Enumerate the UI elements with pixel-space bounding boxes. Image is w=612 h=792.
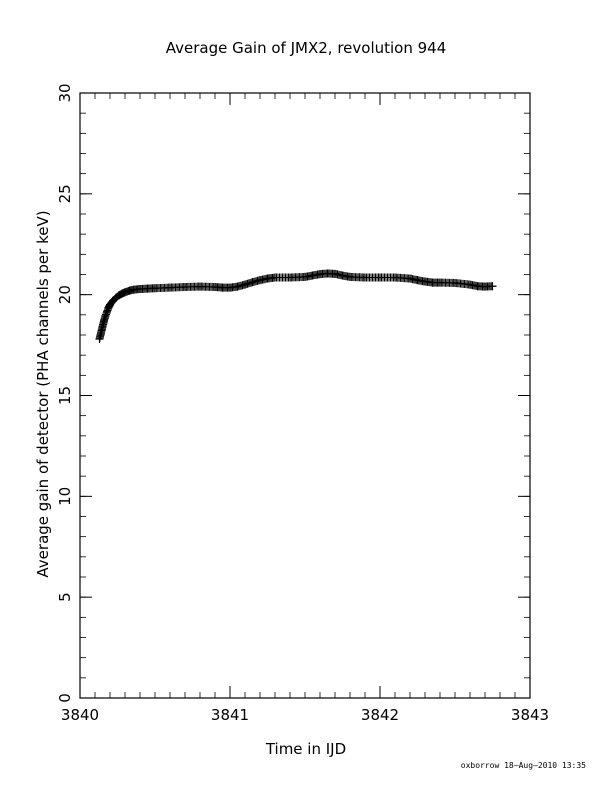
data-point: [248, 278, 257, 287]
data-point: [473, 282, 482, 291]
data-point: [466, 280, 474, 289]
x-tick-label: 3842: [361, 706, 399, 724]
data-point: [121, 288, 129, 297]
data-point: [331, 269, 339, 278]
y-axis-label: Average gain of detector (PHA channels p…: [34, 210, 52, 577]
data-point: [101, 311, 110, 320]
data-point: [103, 307, 111, 316]
data-point: [301, 272, 309, 281]
data-point: [346, 272, 354, 281]
data-point: [338, 271, 347, 280]
data-point: [271, 273, 279, 282]
y-tick-label: 5: [56, 592, 74, 602]
y-tick-label: 30: [56, 83, 74, 102]
data-point: [413, 276, 422, 285]
data-point: [143, 284, 152, 293]
data-point: [308, 271, 317, 280]
data-point: [428, 278, 437, 287]
data-point: [95, 335, 104, 344]
data-point: [263, 274, 272, 283]
data-point: [125, 286, 134, 295]
data-point: [211, 283, 219, 292]
data-point: [166, 283, 174, 292]
x-tick-label: 3843: [511, 706, 549, 724]
data-point: [218, 283, 227, 292]
y-tick-label: 20: [56, 285, 74, 304]
data-point: [286, 273, 294, 282]
y-tick-label: 0: [56, 693, 74, 703]
data-point: [421, 277, 429, 286]
y-tick-label: 10: [56, 487, 74, 506]
footer-stamp: oxborrow 18–Aug–2010 13:35: [461, 761, 586, 770]
gain-series: [95, 269, 497, 344]
data-point: [376, 273, 384, 282]
data-point: [106, 300, 114, 309]
data-point: [233, 282, 242, 291]
y-tick-label: 15: [56, 386, 74, 405]
chart-title: Average Gain of JMX2, revolution 944: [166, 39, 447, 57]
data-point: [151, 284, 159, 293]
y-tick-label: 25: [56, 184, 74, 203]
data-point: [98, 322, 107, 331]
plot-frame: [79, 92, 531, 699]
data-point: [391, 273, 399, 282]
data-point: [100, 316, 108, 325]
plot-area: 3840 3841 3842 3843 0 5 10 15 20 25 30: [56, 83, 549, 724]
x-tick-label: 3840: [61, 706, 99, 724]
data-point: [323, 269, 332, 278]
data-point: [436, 278, 444, 287]
x-tick-label: 3841: [211, 706, 249, 724]
data-point: [136, 285, 144, 294]
data-point: [241, 280, 249, 289]
data-point: [181, 283, 189, 292]
data-point: [451, 278, 459, 287]
data-point: [481, 282, 489, 291]
data-point: [256, 276, 264, 285]
data-point: [406, 274, 414, 283]
data-point: [316, 270, 324, 279]
data-point: [130, 285, 138, 294]
x-axis-label: Time in IJD: [265, 740, 346, 758]
data-point: [488, 282, 497, 291]
data-point: [97, 328, 105, 337]
data-point: [196, 282, 204, 291]
data-point: [361, 273, 369, 282]
data-point: [226, 283, 234, 292]
